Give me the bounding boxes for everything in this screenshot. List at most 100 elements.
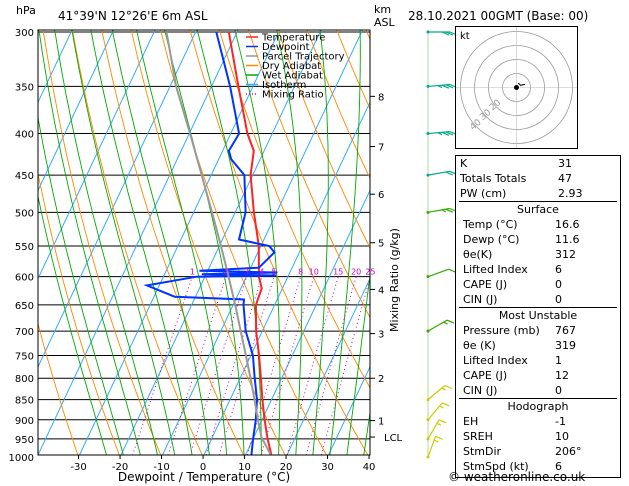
series-parcel-trajectory	[165, 31, 272, 455]
isotherm	[203, 101, 370, 455]
wind-barb-base	[426, 173, 430, 177]
isotherm	[327, 365, 370, 455]
index-row: CAPE (J) 0	[459, 277, 617, 292]
legend-label: Wet Adiabat	[262, 71, 323, 82]
dry-adiabat	[218, 30, 370, 389]
index-label: Temp (°C)	[463, 218, 518, 231]
isotherm	[78, 30, 281, 455]
pressure-tick-label: 850	[15, 396, 34, 407]
km-tick-label: 8	[378, 92, 384, 103]
mixing-ratio-label: 10	[309, 268, 319, 277]
wind-barb	[427, 385, 446, 401]
wind-barb-flag	[441, 84, 450, 89]
wind-barb-base	[426, 418, 430, 422]
pressure-tick-label: 450	[15, 171, 34, 182]
index-value: 6	[555, 460, 562, 473]
pressure-tick-label: 950	[15, 435, 34, 446]
km-tick-label: 2	[378, 374, 384, 385]
mixing-ratio-axis-label: Mixing Ratio (g/kg)	[388, 228, 401, 332]
temp-tick-label: 40	[363, 462, 376, 473]
wind-barb-flag	[441, 31, 450, 36]
pressure-unit: hPa	[16, 4, 36, 17]
dry-adiabat	[38, 321, 79, 455]
isotherm	[38, 30, 198, 368]
temp-tick-label: 20	[280, 462, 293, 473]
index-value: 0	[555, 278, 562, 291]
wet-adiabat	[164, 30, 245, 455]
index-row: PW (cm) 2.93	[456, 186, 620, 201]
wind-barb-half-flag	[441, 209, 447, 213]
wet-adiabat	[329, 30, 361, 455]
temp-tick-label: -30	[70, 462, 86, 473]
wind-barb-flag	[441, 131, 450, 136]
index-label: Pressure (mb)	[463, 324, 540, 337]
index-value: 16.6	[555, 218, 580, 231]
pressure-tick-label: 650	[15, 301, 34, 312]
wind-barb-half-flag	[441, 387, 447, 391]
legend-label: Temperature	[261, 33, 325, 44]
wind-barb-base	[426, 398, 430, 402]
dry-adiabat	[71, 30, 203, 455]
dry-adiabat	[42, 30, 162, 455]
mixing-ratio-line	[167, 276, 227, 455]
km-tick-label: 3	[378, 330, 384, 341]
index-row: Lifted Index 1	[459, 353, 617, 368]
index-label: CIN (J)	[463, 293, 498, 306]
isotherm	[286, 277, 370, 455]
index-label: θe (K)	[463, 339, 496, 352]
pressure-tick-label: 350	[15, 82, 34, 93]
dry-adiabat	[130, 30, 286, 455]
most-unstable-title: Most Unstable	[498, 309, 578, 322]
wind-barb-half-flag	[436, 422, 442, 426]
wind-barb-half-flag	[443, 321, 448, 325]
km-tick-label: 7	[378, 143, 384, 154]
isotherm	[120, 30, 322, 455]
index-value: 206°	[555, 445, 582, 458]
index-row: Temp (°C) 16.6	[459, 217, 617, 232]
most-unstable-section: Most Unstable Pressure (mb) 767 θe (K) 319 L…	[459, 307, 617, 398]
wind-barb-flag	[441, 402, 450, 407]
index-row: Lifted Index 6	[459, 262, 617, 277]
mixing-ratio-label: 25	[365, 268, 375, 277]
pressure-tick-label: 300	[15, 28, 34, 39]
footer-copyright: © weatheronline.co.uk	[448, 470, 586, 484]
temp-tick-label: -20	[112, 462, 128, 473]
legend-label: Parcel Trajectory	[262, 52, 345, 63]
mixing-ratio-label: 5	[272, 268, 277, 277]
index-value: 2.93	[558, 187, 583, 200]
wind-barb-flag	[445, 171, 453, 176]
mixing-ratio-line	[286, 276, 339, 455]
index-row: Totals Totals 47	[456, 171, 620, 186]
km-tick-label: 1	[378, 417, 384, 428]
index-label: CAPE (J)	[463, 278, 508, 291]
dry-adiabat	[101, 30, 245, 455]
wet-adiabat	[38, 30, 141, 455]
hodograph-panel: kt 20 30 40	[455, 26, 578, 149]
wind-barb-base	[426, 455, 430, 459]
isotherm	[244, 189, 370, 455]
x-axis-label: Dewpoint / Temperature (°C)	[118, 470, 290, 484]
mixing-ratio-line	[246, 276, 302, 455]
dry-adiabat	[248, 30, 370, 319]
wind-barb-base	[426, 30, 430, 34]
index-row: Pressure (mb) 767	[459, 323, 617, 338]
isotherm	[161, 30, 364, 455]
wind-barb-flag	[448, 268, 456, 273]
wet-adiabat	[363, 409, 370, 455]
location-label: 41°39'N 12°26'E 6m ASL	[58, 9, 208, 23]
wind-barb-flag	[445, 84, 454, 89]
wind-barb-base	[426, 132, 430, 136]
legend-label: Mixing Ratio	[262, 90, 324, 101]
index-row: θe(K) 312	[459, 247, 617, 262]
legend-label: Dewpoint	[262, 42, 310, 53]
surface-section: Surface Temp (°C) 16.6 Dewp (°C) 11.6 θe(K) 3…	[459, 201, 617, 307]
wet-adiabat	[234, 30, 281, 455]
index-row: K 31	[456, 156, 620, 171]
index-label: Dewp (°C)	[463, 233, 520, 246]
wind-barb-half-flag	[439, 405, 444, 409]
wet-adiabat	[90, 30, 193, 455]
temp-tick-label: -10	[153, 462, 169, 473]
index-value: 12	[555, 369, 569, 382]
